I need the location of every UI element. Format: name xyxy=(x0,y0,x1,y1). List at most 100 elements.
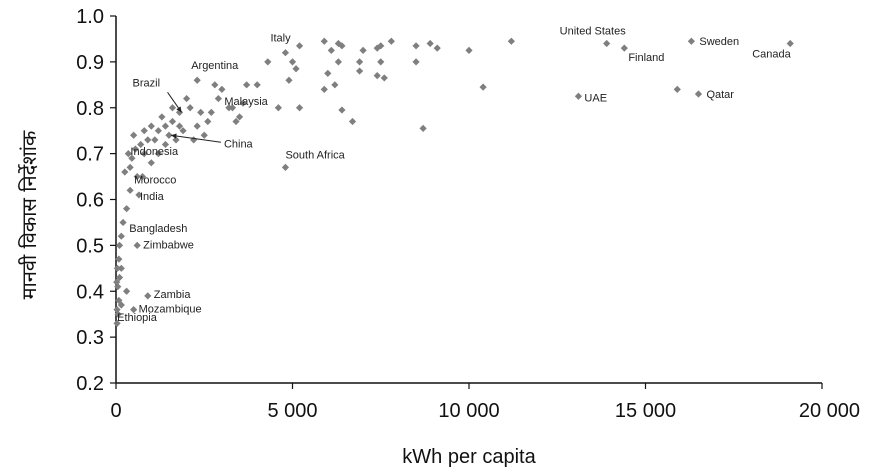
data-point xyxy=(359,46,367,55)
data-point xyxy=(115,296,123,305)
point-label: Finland xyxy=(628,52,664,64)
data-point xyxy=(253,81,261,89)
data-point xyxy=(243,81,251,89)
data-point xyxy=(161,122,170,130)
data-point xyxy=(235,113,244,121)
point-label: Sweden xyxy=(699,36,739,48)
point-label: Canada xyxy=(752,49,791,61)
point-label: Ethiopia xyxy=(117,312,158,324)
data-point xyxy=(281,49,290,57)
point-label: Zimbabwe xyxy=(143,239,194,251)
data-point xyxy=(331,81,339,89)
data-point xyxy=(412,58,420,66)
data-point xyxy=(183,94,191,103)
data-point xyxy=(334,58,342,66)
data-point xyxy=(218,85,226,93)
data-point xyxy=(172,136,180,144)
point-label: Italy xyxy=(270,33,291,45)
data-point xyxy=(285,76,293,84)
data-point xyxy=(338,106,346,114)
data-point xyxy=(133,241,141,249)
data-point xyxy=(133,172,141,181)
annotation-arrowhead xyxy=(170,133,177,139)
data-point xyxy=(119,218,127,227)
y-tick-label: 0.3 xyxy=(76,327,104,349)
data-point xyxy=(130,131,138,139)
x-tick-label: 15 000 xyxy=(615,400,676,422)
point-label: Bangladesh xyxy=(129,223,187,235)
x-tick-label: 10 000 xyxy=(438,400,499,422)
data-point xyxy=(140,127,148,135)
point-label: Mozambique xyxy=(139,304,202,316)
data-point xyxy=(295,104,304,112)
point-label: China xyxy=(224,138,254,150)
data-point xyxy=(124,150,132,158)
data-point xyxy=(117,301,125,309)
point-label: Qatar xyxy=(706,89,734,101)
y-tick-label: 0.8 xyxy=(76,98,104,120)
data-point xyxy=(168,117,177,126)
data-point xyxy=(239,99,247,107)
data-point xyxy=(147,122,155,130)
data-point xyxy=(211,81,219,89)
data-point xyxy=(200,131,208,139)
data-point xyxy=(603,39,611,48)
y-tick-label: 1.0 xyxy=(76,6,104,28)
point-label: UAE xyxy=(584,92,607,104)
data-point xyxy=(140,150,148,158)
data-point xyxy=(144,292,152,300)
data-point xyxy=(197,108,205,116)
point-label: Morocco xyxy=(134,175,176,187)
data-point xyxy=(154,127,162,135)
point-label: Zambia xyxy=(154,289,192,301)
annotation-arrow xyxy=(170,134,222,143)
data-point xyxy=(135,191,143,199)
data-point xyxy=(190,136,198,144)
data-point xyxy=(175,122,184,130)
data-point xyxy=(377,58,385,66)
y-tick-label: 0.5 xyxy=(76,235,104,257)
data-point xyxy=(574,92,583,100)
data-point xyxy=(114,283,122,291)
data-point xyxy=(694,90,703,98)
y-tick-label: 0.4 xyxy=(76,281,104,303)
point-label: India xyxy=(140,191,165,203)
data-point xyxy=(186,104,194,112)
data-point xyxy=(130,306,138,314)
data-point xyxy=(380,74,388,82)
data-point xyxy=(465,46,473,55)
data-point xyxy=(113,319,121,327)
data-point xyxy=(687,37,695,45)
data-point xyxy=(165,131,173,139)
data-point xyxy=(168,104,177,112)
x-ticks: 0 5 000 10 000 15 000 20 000 xyxy=(110,383,860,422)
data-point xyxy=(264,58,272,66)
data-points xyxy=(113,37,794,327)
x-tick-label: 20 000 xyxy=(799,400,860,422)
point-label: United States xyxy=(560,26,627,38)
x-tick-label: 0 xyxy=(110,400,121,422)
data-point xyxy=(115,241,124,249)
data-point xyxy=(122,205,131,213)
point-label: South Africa xyxy=(285,149,345,161)
data-point xyxy=(204,117,212,126)
data-point xyxy=(137,140,145,149)
data-point xyxy=(338,42,346,50)
data-point xyxy=(113,264,122,272)
data-point xyxy=(232,117,240,126)
data-point xyxy=(295,42,304,50)
data-point xyxy=(158,113,166,121)
data-point xyxy=(387,37,395,45)
data-point xyxy=(128,154,136,162)
data-point xyxy=(126,186,134,194)
data-point xyxy=(355,67,364,75)
data-point xyxy=(324,69,332,77)
data-point xyxy=(122,287,131,295)
data-point xyxy=(193,122,201,130)
x-axis-label: kWh per capita xyxy=(402,446,536,468)
data-point xyxy=(115,273,124,282)
data-point xyxy=(214,94,222,103)
data-point xyxy=(121,168,129,176)
y-ticks: 0.2 0.3 0.4 0.5 0.6 0.7 0.8 0.9 1.0 xyxy=(76,6,116,395)
data-point xyxy=(274,104,282,112)
